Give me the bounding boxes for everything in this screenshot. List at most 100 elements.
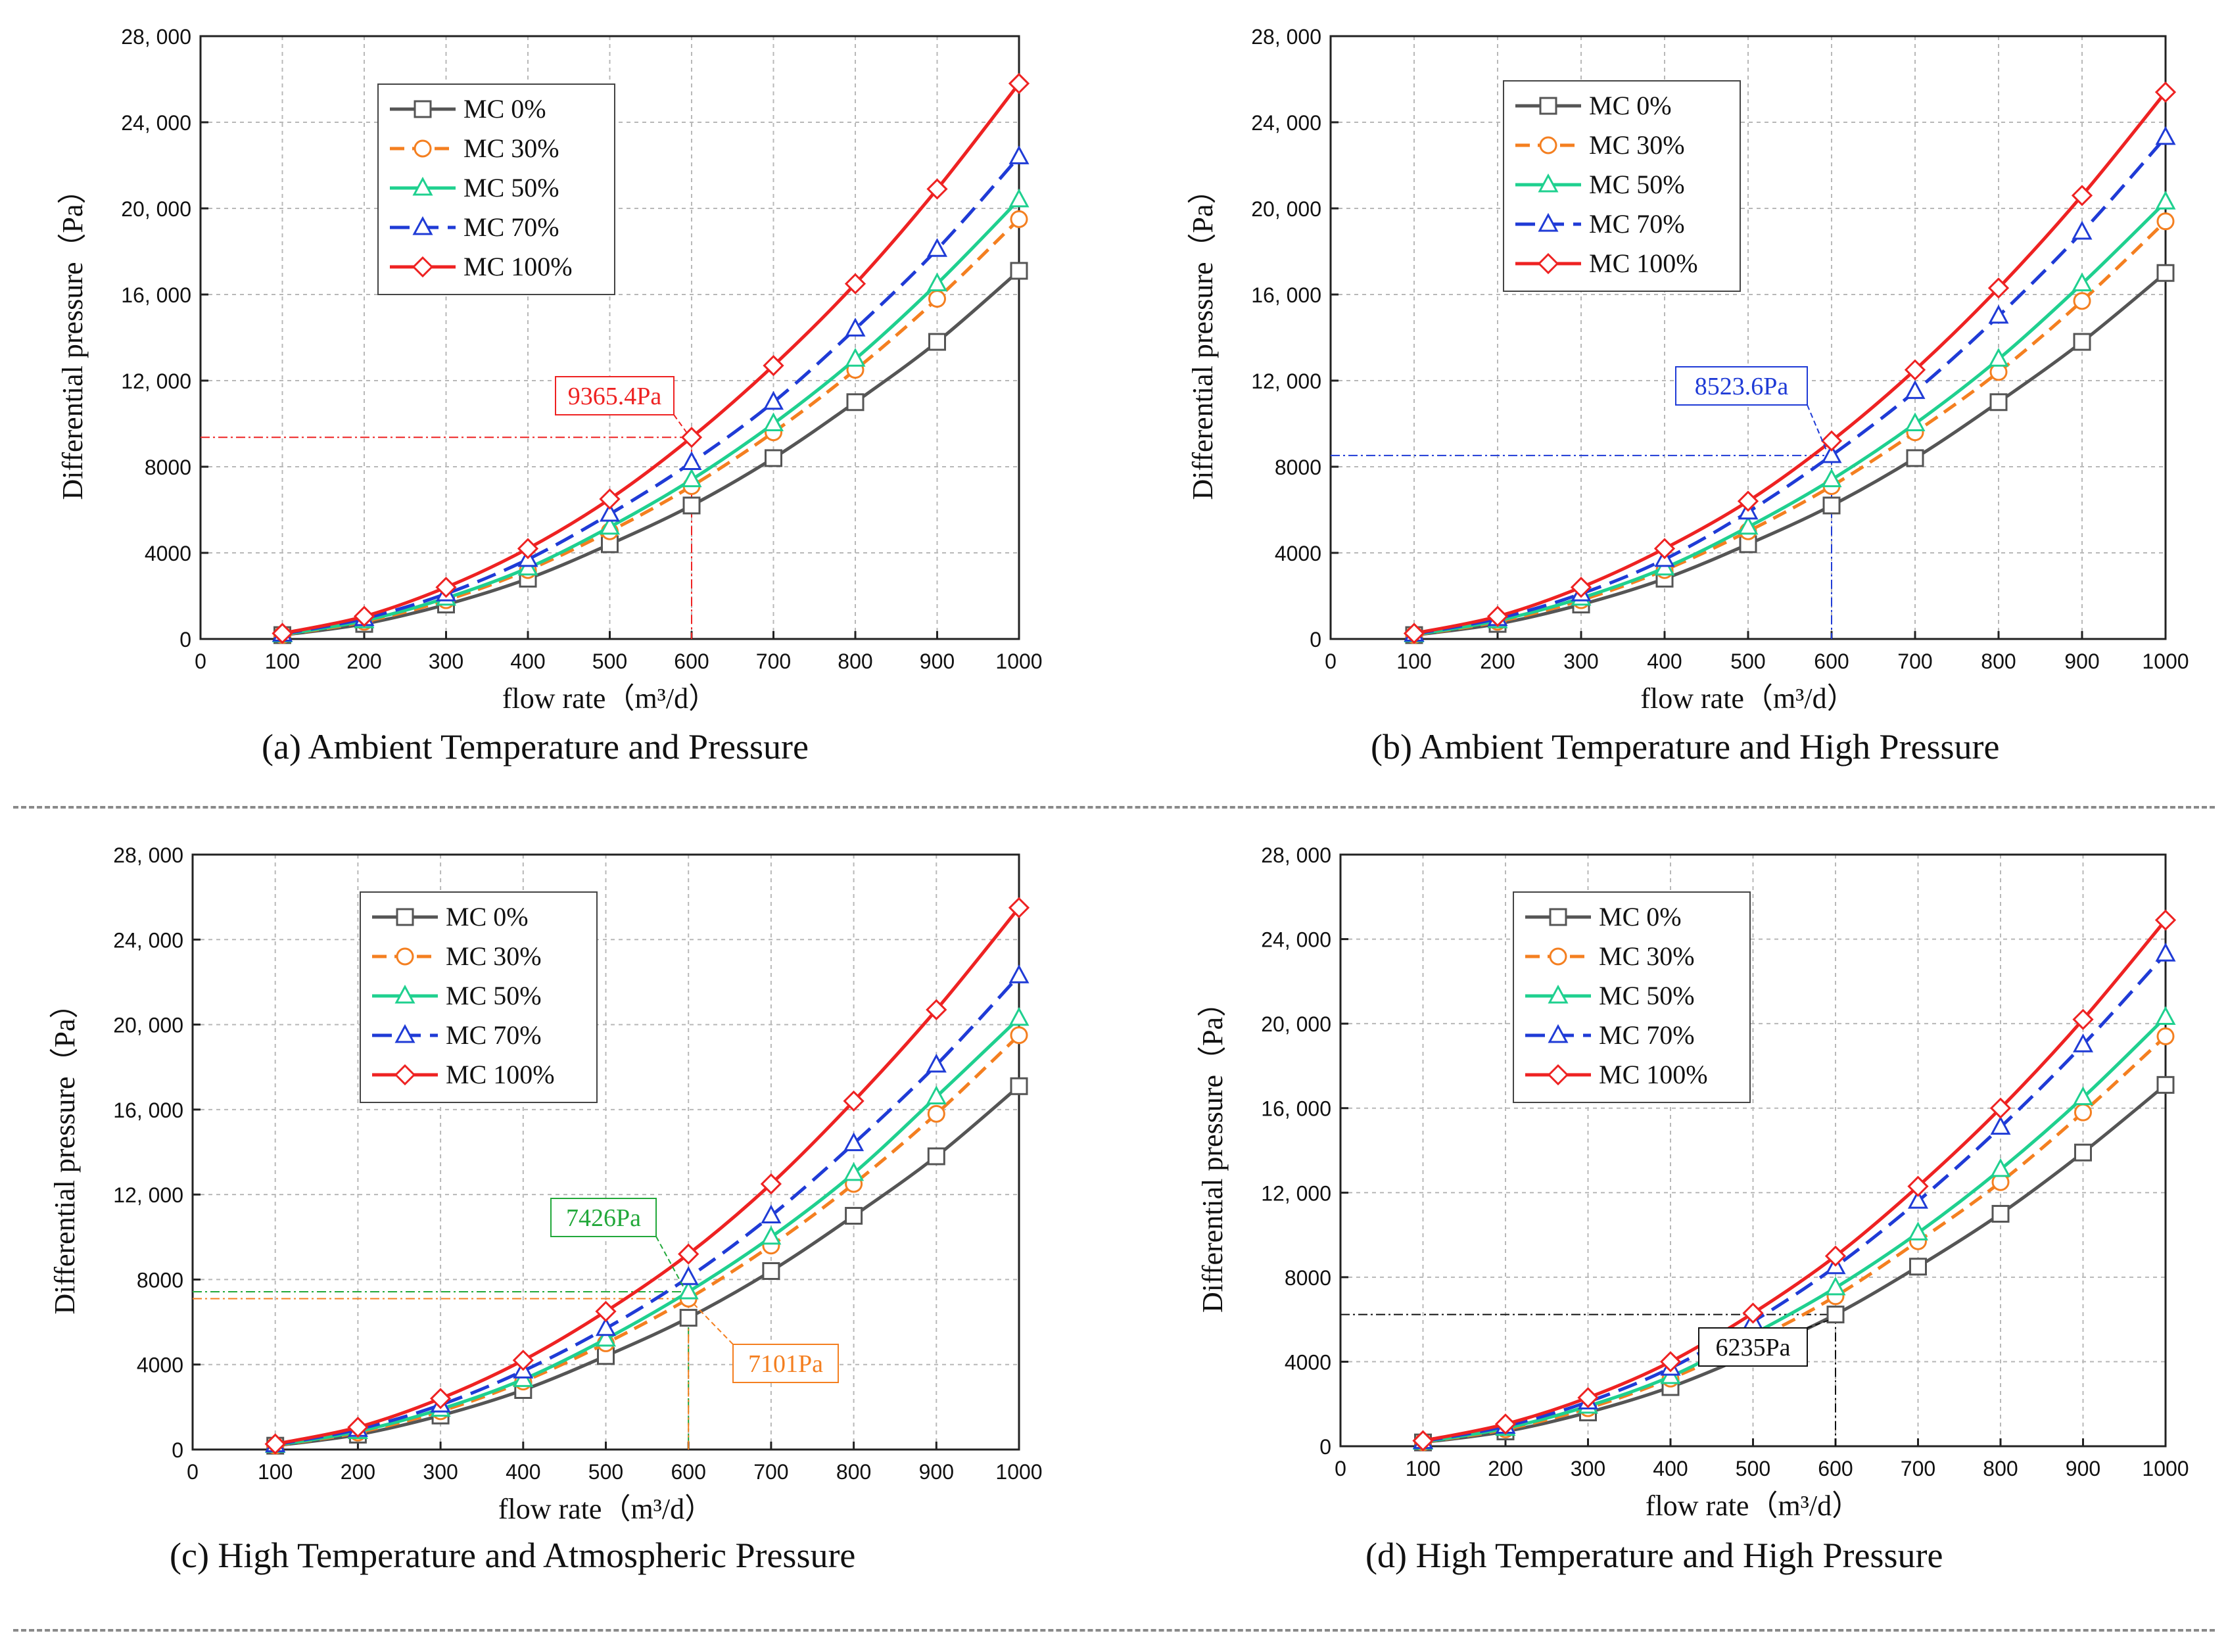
annotation-label: 7101Pa xyxy=(748,1350,823,1378)
series-line xyxy=(1413,91,2167,635)
y-axis-label: Differential pressure（Pa） xyxy=(49,989,81,1314)
data-point xyxy=(1738,515,1759,535)
data-point xyxy=(844,273,866,295)
x-tick-label: 0 xyxy=(195,649,206,673)
data-point xyxy=(2154,909,2177,931)
annotation-arrow xyxy=(1807,1319,1831,1329)
data-point xyxy=(1826,1306,1845,1324)
data-point xyxy=(1989,1097,2012,1119)
data-point xyxy=(429,1388,452,1409)
chart-a: 0 100 200 300 400 500 600 700 800 900 1000 0 4000 800… xyxy=(57,25,1043,715)
legend-marker xyxy=(1549,947,1567,966)
data-point xyxy=(927,1147,945,1166)
data-point xyxy=(2072,220,2093,240)
x-tick-label: 600 xyxy=(1818,1457,1853,1480)
data-point xyxy=(2072,272,2093,292)
y-tick-label: 8000 xyxy=(1275,456,1321,479)
data-point xyxy=(928,290,946,308)
annotation-label: 9365.4Pa xyxy=(568,383,662,410)
series-line xyxy=(1413,271,2167,637)
data-point xyxy=(2074,1143,2092,1162)
y-tick-label: 20, 000 xyxy=(121,197,191,221)
legend-label: MC 100% xyxy=(1589,248,1698,278)
x-tick-label: 400 xyxy=(1647,649,1682,673)
x-tick-label: 600 xyxy=(1814,649,1849,673)
divider-middle xyxy=(13,806,2215,809)
series-mc100 xyxy=(1403,82,2177,644)
data-point xyxy=(761,1204,782,1223)
legend-marker xyxy=(396,947,414,966)
data-point xyxy=(681,451,702,470)
x-tick-label: 700 xyxy=(756,649,791,673)
annotation: 7426Pa xyxy=(550,1198,684,1287)
series-line xyxy=(1423,1035,2167,1444)
data-point xyxy=(2072,1008,2094,1030)
legend-label: MC 50% xyxy=(463,173,559,202)
annotation-box xyxy=(732,1344,839,1383)
data-point xyxy=(512,1350,534,1371)
y-tick-label: 0 xyxy=(1319,1435,1331,1459)
y-tick-label: 8000 xyxy=(1285,1266,1331,1290)
data-point xyxy=(1742,1302,1764,1324)
y-axis-label: Differential pressure（Pa） xyxy=(57,175,89,500)
annotation-box xyxy=(555,376,675,415)
series-line xyxy=(275,1033,1020,1448)
legend-label: MC 30% xyxy=(463,133,559,163)
legend: MC 0% MC 30% MC 50% MC 70% MC 100% xyxy=(1503,80,1741,292)
series-line xyxy=(1423,1016,2167,1444)
data-point xyxy=(2155,126,2176,145)
series-line xyxy=(1413,220,2167,637)
y-tick-label: 20, 000 xyxy=(1261,1012,1331,1036)
x-tick-label: 300 xyxy=(423,1460,458,1484)
x-tick-label: 0 xyxy=(187,1460,199,1484)
x-tick-label: 800 xyxy=(838,649,872,673)
legend-marker xyxy=(1538,173,1559,193)
data-point xyxy=(1486,605,1509,627)
legend-marker xyxy=(396,908,414,926)
legend-label: MC 30% xyxy=(1589,130,1685,160)
y-tick-label: 8000 xyxy=(137,1268,183,1292)
x-tick-label: 100 xyxy=(1406,1457,1440,1480)
legend-marker xyxy=(394,1064,416,1086)
series-mc100 xyxy=(1412,909,2177,1451)
data-point xyxy=(1008,188,1030,208)
series-mc70 xyxy=(265,964,1030,1453)
data-point xyxy=(2074,1103,2092,1121)
data-point xyxy=(926,272,948,292)
legend-label: MC 70% xyxy=(1589,209,1685,239)
annotation-label: 8523.6Pa xyxy=(1695,373,1789,400)
data-point xyxy=(926,1085,947,1104)
legend-label: MC 50% xyxy=(446,981,542,1010)
data-point xyxy=(1824,1245,1847,1267)
x-tick-label: 0 xyxy=(1335,1457,1346,1480)
series-line xyxy=(282,155,1020,636)
data-point xyxy=(2073,333,2091,351)
x-axis-label: flow rate（m³/d） xyxy=(1640,682,1855,715)
y-tick-label: 16, 000 xyxy=(1251,283,1321,307)
series-line xyxy=(1413,201,2167,636)
x-tick-label: 200 xyxy=(346,649,381,673)
legend-marker xyxy=(1549,908,1567,926)
y-tick-label: 28, 000 xyxy=(1251,25,1321,49)
y-tick-label: 16, 000 xyxy=(113,1098,183,1122)
data-point xyxy=(435,577,457,598)
data-point xyxy=(595,1327,617,1347)
data-point xyxy=(927,1104,945,1123)
y-tick-label: 8000 xyxy=(145,456,191,479)
y-tick-label: 0 xyxy=(179,628,191,651)
data-point xyxy=(1010,262,1028,280)
legend-label: MC 30% xyxy=(446,941,542,971)
data-point xyxy=(1577,1386,1599,1409)
x-tick-label: 1000 xyxy=(2142,1457,2189,1480)
y-tick-label: 24, 000 xyxy=(1261,928,1331,952)
data-point xyxy=(2154,82,2177,103)
series-mc100 xyxy=(264,897,1030,1455)
data-point xyxy=(1821,468,1842,488)
data-point xyxy=(682,496,701,515)
x-tick-label: 500 xyxy=(1730,649,1765,673)
data-point xyxy=(678,1243,699,1265)
chart-c: 0 100 200 300 400 500 600 700 800 900 1000 0 4000 800… xyxy=(49,843,1043,1525)
data-point xyxy=(763,354,784,377)
data-point xyxy=(2072,1086,2094,1106)
